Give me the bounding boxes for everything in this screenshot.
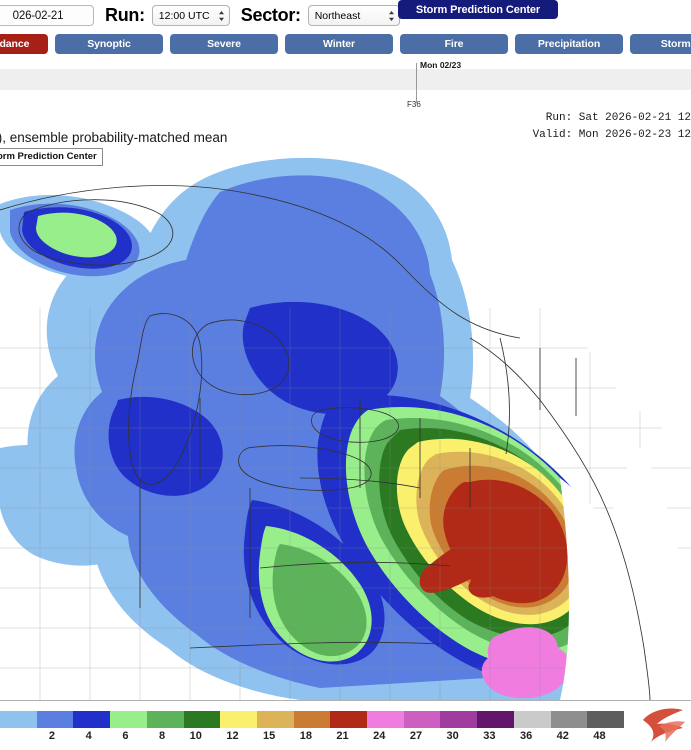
colorbar-swatch-9 bbox=[330, 711, 368, 728]
run-valid-block: Run: Sat 2026-02-21 12 Valid: Mon 2026-0… bbox=[533, 110, 691, 144]
state-borders bbox=[0, 185, 651, 700]
forecast-timeline[interactable]: Mon 02/23 F36 bbox=[0, 58, 691, 109]
colorbar-tick-18: 18 bbox=[299, 730, 312, 742]
colorbar-tick-27: 27 bbox=[409, 730, 423, 742]
colorbar-swatch-0 bbox=[0, 711, 37, 728]
tab-winter[interactable]: Winter bbox=[285, 34, 393, 54]
ocean-southeast bbox=[560, 478, 691, 700]
colorbar-tick-6: 6 bbox=[122, 730, 129, 742]
lake-superior bbox=[18, 199, 174, 266]
contour-24in-spur bbox=[419, 526, 523, 593]
chevron-updown-glyph bbox=[388, 10, 394, 21]
state-border-b bbox=[259, 561, 451, 569]
spc-logo-icon bbox=[643, 708, 685, 742]
colorbar-swatch-8 bbox=[293, 711, 331, 728]
colorbar-tick-12: 12 bbox=[226, 730, 239, 742]
colorbar-swatch-7 bbox=[256, 711, 294, 728]
control-bar: 026-02-21 Run: 12:00 UTC Sector: Northea… bbox=[0, 0, 691, 31]
colorbar-tick-33: 33 bbox=[483, 730, 496, 742]
colorbar-tick-24: 24 bbox=[373, 730, 386, 742]
colorbar-swatch-16 bbox=[587, 711, 624, 728]
timeline-track[interactable] bbox=[0, 69, 691, 90]
contour-6in-lakeerie bbox=[242, 301, 398, 415]
snowfall-contour-map bbox=[0, 148, 691, 700]
date-input[interactable]: 026-02-21 bbox=[0, 5, 94, 26]
tab-storm-attributes[interactable]: Storm Att bbox=[630, 34, 691, 54]
colorbar-tick-42: 42 bbox=[556, 730, 569, 742]
colorbar-tick-2: 2 bbox=[48, 730, 56, 742]
colorbar-swatch-5 bbox=[183, 711, 221, 728]
product-title: wfall (in), ensemble probability-matched… bbox=[0, 130, 228, 145]
us-canada-border bbox=[0, 185, 521, 339]
colorbar-tick-21: 21 bbox=[336, 730, 349, 742]
lake-huron bbox=[192, 319, 290, 396]
contour-27in-bullseye-c bbox=[481, 648, 567, 699]
colorbar-tick-8: 8 bbox=[159, 730, 166, 742]
timeline-day-label: Mon 02/23 bbox=[420, 60, 462, 70]
contour-24in-cell-b bbox=[483, 561, 495, 573]
timeline-day-tick bbox=[416, 63, 417, 103]
sector-select[interactable]: Northeast bbox=[307, 5, 400, 26]
snowfall-contours bbox=[0, 157, 654, 700]
map-credit-box: /NWS/Storm Prediction Center bbox=[0, 148, 103, 166]
tab-precipitation[interactable]: Precipitation bbox=[515, 34, 623, 54]
colorbar-swatch-13 bbox=[477, 711, 514, 728]
run-timestamp: Run: Sat 2026-02-21 12 bbox=[545, 112, 691, 124]
valid-timestamp: Valid: Mon 2026-02-23 12 bbox=[532, 129, 691, 141]
colorbar-tick-15: 15 bbox=[263, 730, 276, 742]
colorbar-swatches bbox=[0, 711, 624, 728]
colorbar-swatch-12 bbox=[440, 711, 478, 728]
contour-24in-cell-c bbox=[514, 571, 524, 581]
tab-synoptic[interactable]: Synoptic bbox=[55, 34, 163, 54]
colorbar-tick-36: 36 bbox=[519, 730, 533, 742]
colorbar-swatch-4 bbox=[146, 711, 184, 728]
run-label: Run: bbox=[105, 5, 145, 25]
colorbar-tick-labels: 2 4 6 8 10 12 15 18 21 24 27 30 33 36 42 48 bbox=[0, 730, 606, 744]
run-select-value: 12:00 UTC bbox=[158, 9, 210, 22]
timeline-forecast-hour[interactable]: F36 bbox=[407, 100, 421, 109]
colorbar-tick-30: 30 bbox=[446, 730, 459, 742]
tab-severe[interactable]: Severe bbox=[170, 34, 278, 54]
sector-label: Sector: bbox=[240, 5, 301, 25]
state-border-g bbox=[539, 348, 577, 416]
spc-title-badge[interactable]: Storm Prediction Center bbox=[398, 0, 558, 19]
chevron-updown-glyph bbox=[218, 10, 224, 21]
colorbar-swatch-15 bbox=[550, 711, 588, 728]
colorbar-separator bbox=[0, 700, 691, 701]
colorbar-swatch-2 bbox=[73, 711, 111, 728]
colorbar-tick-10: 10 bbox=[189, 730, 202, 742]
state-border-d bbox=[359, 398, 471, 508]
colorbar-swatch-10 bbox=[367, 711, 404, 728]
lake-ontario bbox=[311, 407, 399, 443]
state-border-f bbox=[499, 337, 510, 455]
contour-24in-cell-a bbox=[468, 568, 515, 598]
lake-michigan bbox=[128, 313, 203, 485]
colorbar-swatch-11 bbox=[403, 711, 441, 728]
tab-fire[interactable]: Fire bbox=[400, 34, 508, 54]
colorbar-swatch-6 bbox=[220, 711, 257, 728]
run-select[interactable]: 12:00 UTC bbox=[151, 5, 230, 26]
state-border-e bbox=[139, 398, 251, 618]
state-border-c bbox=[189, 641, 441, 649]
chevron-updown-icon bbox=[218, 10, 225, 22]
colorbar-tick-4: 4 bbox=[85, 730, 92, 742]
colorbar-tick-48: 48 bbox=[593, 730, 606, 742]
ocean-mask bbox=[470, 148, 691, 700]
sector-select-value: Northeast bbox=[314, 9, 361, 22]
canada-maine-land bbox=[470, 148, 691, 448]
tab-guidance[interactable]: idance bbox=[0, 34, 48, 54]
colorbar-swatch-14 bbox=[513, 711, 551, 728]
atlantic-coastline bbox=[469, 337, 651, 700]
category-tabs: idance Synoptic Severe Winter Fire Preci… bbox=[0, 33, 691, 55]
colorbar-swatch-3 bbox=[110, 711, 147, 728]
lake-erie bbox=[238, 445, 372, 491]
snowfall-colorbar: 2 4 6 8 10 12 15 18 21 24 27 30 33 36 42 48 bbox=[0, 700, 691, 750]
forecast-map[interactable]: /NWS/Storm Prediction Center bbox=[0, 148, 691, 700]
chevron-updown-icon bbox=[388, 10, 395, 22]
colorbar-swatch-1 bbox=[36, 711, 74, 728]
contour-8in-superior-band bbox=[36, 212, 117, 258]
